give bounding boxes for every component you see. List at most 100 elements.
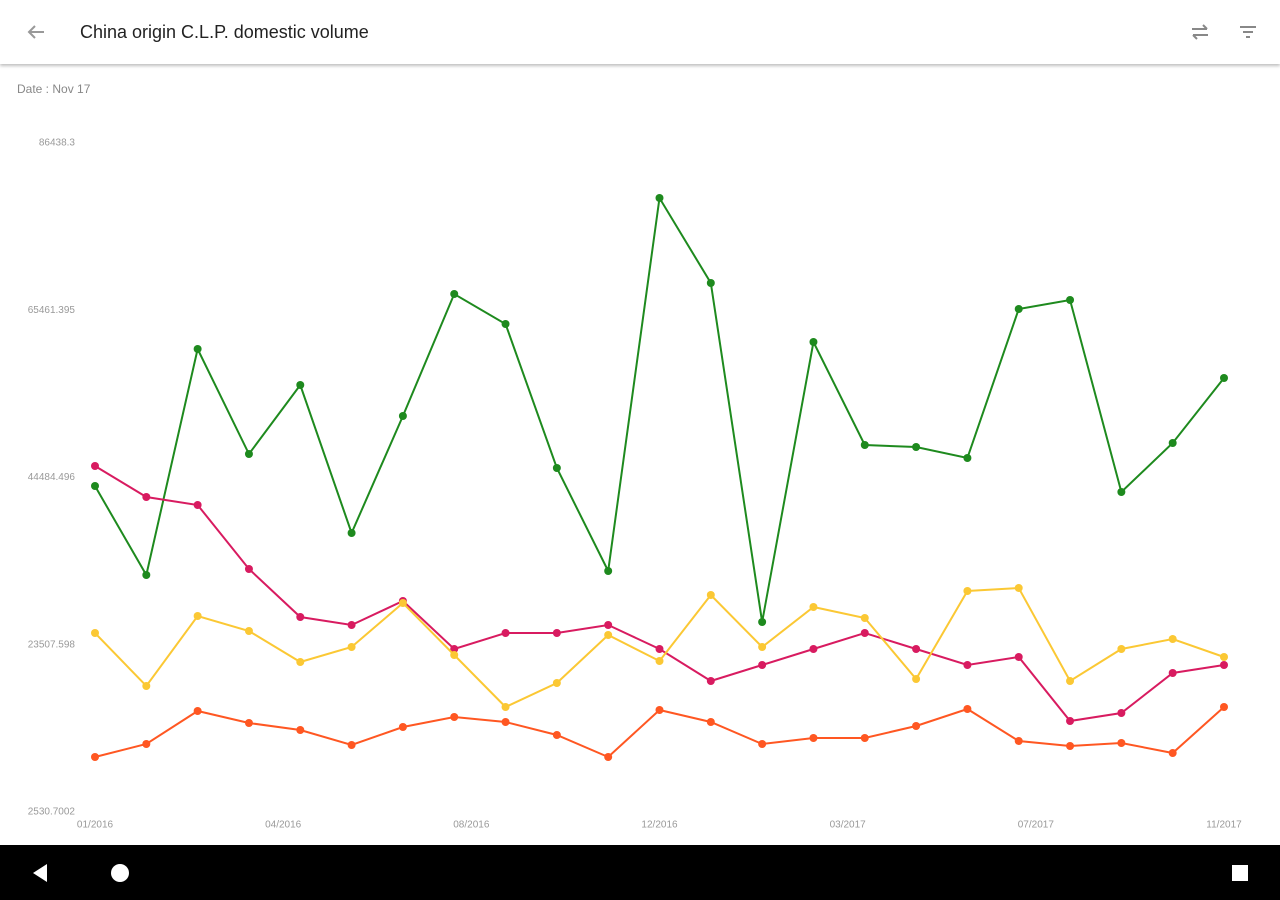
data-point xyxy=(860,441,869,450)
swap-button[interactable] xyxy=(1188,20,1212,44)
data-point xyxy=(450,290,459,299)
data-point xyxy=(1220,374,1228,383)
data-point xyxy=(398,722,407,731)
data-point xyxy=(655,645,664,654)
data-point xyxy=(91,462,99,471)
data-point xyxy=(552,679,561,688)
data-point xyxy=(706,279,715,288)
data-point xyxy=(963,705,972,714)
data-point xyxy=(860,733,869,742)
data-point xyxy=(604,752,613,761)
data-point xyxy=(1066,296,1075,305)
data-point xyxy=(193,612,202,621)
data-point xyxy=(758,660,767,669)
data-point xyxy=(604,567,613,576)
data-point xyxy=(347,643,356,652)
y-tick-label: 23507.598 xyxy=(28,639,76,650)
data-point xyxy=(1066,741,1075,750)
data-point xyxy=(193,707,202,716)
data-point xyxy=(1117,738,1126,747)
data-point xyxy=(1014,736,1023,745)
series-line xyxy=(94,706,1225,759)
y-tick-label: 86438.3 xyxy=(39,138,76,149)
x-tick-label: 03/2017 xyxy=(830,820,867,831)
data-point xyxy=(758,643,767,652)
data-point xyxy=(1066,677,1075,686)
nav-back[interactable] xyxy=(30,863,50,883)
data-point xyxy=(501,320,510,329)
data-point xyxy=(963,660,972,669)
data-point xyxy=(552,731,561,740)
data-point xyxy=(450,712,459,721)
data-point xyxy=(244,627,253,636)
y-tick-label: 44484.496 xyxy=(28,472,76,483)
data-point xyxy=(142,739,151,748)
data-point xyxy=(244,450,253,459)
data-point xyxy=(604,620,613,629)
data-point xyxy=(347,529,356,538)
date-label: Date : Nov 17 xyxy=(17,82,91,96)
data-point xyxy=(1220,660,1228,669)
data-point xyxy=(655,194,664,203)
nav-bar xyxy=(0,845,1280,900)
data-point xyxy=(758,739,767,748)
nav-recents[interactable] xyxy=(1230,863,1250,883)
data-point xyxy=(1014,653,1023,662)
data-point xyxy=(1168,634,1177,643)
app-bar: China origin C.L.P. domestic volume xyxy=(0,0,1280,64)
x-tick-label: 01/2016 xyxy=(77,820,114,831)
page-title: China origin C.L.P. domestic volume xyxy=(80,22,369,42)
data-point xyxy=(296,658,305,667)
x-tick-label: 12/2016 xyxy=(641,820,678,831)
data-point xyxy=(296,613,305,622)
data-point xyxy=(193,501,202,510)
data-point xyxy=(142,681,151,690)
data-point xyxy=(706,717,715,726)
y-tick-label: 65461.395 xyxy=(28,305,76,316)
data-point xyxy=(655,705,664,714)
series-line xyxy=(94,195,1225,623)
data-point xyxy=(1014,305,1023,314)
data-point xyxy=(963,587,972,596)
data-point xyxy=(912,674,921,683)
data-point xyxy=(706,591,715,600)
data-point xyxy=(655,657,664,666)
data-point xyxy=(1117,645,1126,654)
data-point xyxy=(1168,748,1177,757)
y-tick-label: 2530.7002 xyxy=(28,807,76,818)
nav-home[interactable] xyxy=(110,863,130,883)
data-point xyxy=(809,733,818,742)
data-point xyxy=(501,717,510,726)
data-point xyxy=(860,629,869,638)
data-point xyxy=(552,629,561,638)
data-point xyxy=(809,603,818,612)
data-point xyxy=(1117,488,1126,497)
data-point xyxy=(912,722,921,731)
back-button[interactable] xyxy=(24,20,48,44)
data-point xyxy=(296,381,305,390)
data-point xyxy=(91,752,99,761)
data-point xyxy=(1014,584,1023,593)
chart: 2530.7002 23507.598 44484.496 65461.395 8643… xyxy=(28,138,1242,831)
series-line xyxy=(94,465,1225,723)
data-point xyxy=(501,629,510,638)
data-point xyxy=(1168,669,1177,678)
x-tick-label: 08/2016 xyxy=(453,820,490,831)
data-point xyxy=(1168,439,1177,448)
data-point xyxy=(604,631,613,640)
data-point xyxy=(347,741,356,749)
data-point xyxy=(912,443,921,452)
data-point xyxy=(91,629,99,638)
data-point xyxy=(501,703,510,712)
data-point xyxy=(1066,717,1075,726)
data-point xyxy=(347,620,356,629)
filter-button[interactable] xyxy=(1236,20,1260,44)
data-point xyxy=(1117,708,1126,717)
data-point xyxy=(552,464,561,473)
data-point xyxy=(193,345,202,354)
data-point xyxy=(912,645,921,654)
data-point xyxy=(450,651,459,660)
data-point xyxy=(450,645,459,654)
data-point xyxy=(142,570,151,579)
